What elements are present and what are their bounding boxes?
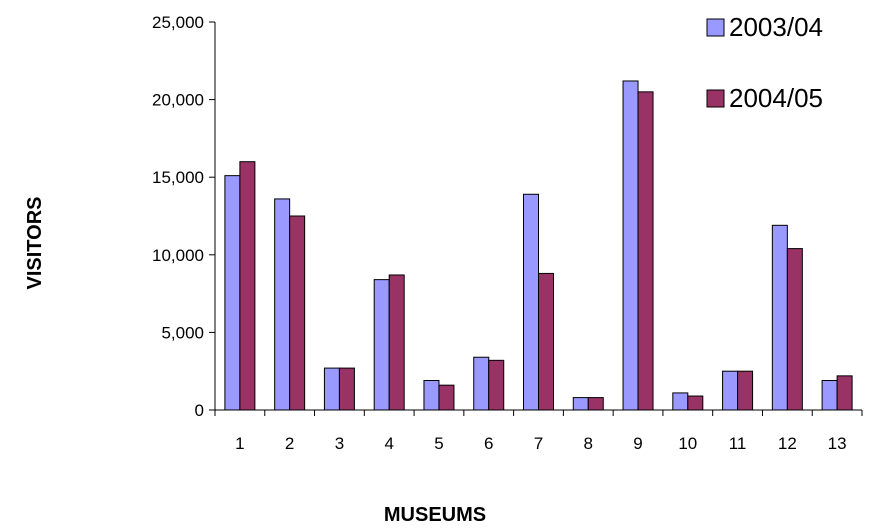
bar-s2-9 (637, 91, 654, 411)
x-tick-label: 6 (484, 434, 493, 453)
bar-s2-11 (737, 370, 754, 411)
legend: 2003/04 2004/05 (706, 12, 823, 113)
x-tick-label: 7 (534, 434, 543, 453)
x-tick-label: 2 (285, 434, 294, 453)
x-tick-label: 11 (729, 434, 747, 453)
bar-s2-12 (786, 248, 803, 411)
x-axis-title: MUSEUMS (384, 504, 486, 526)
bar-s1-5 (423, 380, 440, 411)
bar-s1-3 (323, 367, 340, 411)
bar-s2-5 (438, 384, 455, 411)
bar-s2-10 (687, 395, 704, 411)
bar-s1-10 (672, 392, 689, 411)
x-tick-label: 10 (678, 434, 697, 453)
x-tick-label: 9 (633, 434, 642, 453)
bar-s1-1 (224, 175, 241, 411)
x-tick-label: 8 (584, 434, 593, 453)
y-tick-label: 10,000 (152, 246, 204, 265)
bar-s1-4 (373, 279, 390, 411)
bar-s2-3 (338, 367, 355, 411)
y-tick-label: 5,000 (161, 323, 204, 342)
legend-swatch-2 (706, 89, 725, 108)
bar-s1-6 (473, 356, 490, 411)
bar-s1-13 (821, 380, 838, 411)
bar-s1-2 (274, 198, 291, 411)
x-tick-label: 3 (335, 434, 344, 453)
legend-label-2: 2004/05 (729, 83, 823, 113)
y-tick-label: 20,000 (152, 91, 204, 110)
y-tick-label: 25,000 (152, 13, 204, 32)
bar-s2-6 (488, 359, 505, 411)
x-tick-label: 1 (235, 434, 244, 453)
bar-s2-1 (239, 161, 256, 411)
x-tick-label: 13 (828, 434, 847, 453)
bar-s1-8 (572, 397, 589, 411)
bar-s2-2 (289, 215, 306, 411)
x-tick-label: 5 (434, 434, 443, 453)
x-tick-label: 12 (778, 434, 797, 453)
legend-swatch-1 (706, 18, 725, 37)
bars-group (224, 80, 853, 411)
bar-s2-8 (587, 397, 604, 411)
bar-s1-9 (622, 80, 639, 411)
bar-s1-11 (722, 370, 739, 411)
bar-s1-12 (771, 224, 788, 411)
x-tick-label: 4 (384, 434, 393, 453)
bar-s2-4 (388, 274, 405, 411)
legend-label-1: 2003/04 (729, 12, 823, 42)
y-tick-label: 0 (195, 401, 204, 420)
bar-s2-13 (836, 375, 853, 411)
y-tick-label: 15,000 (152, 168, 204, 187)
bar-s1-7 (523, 193, 539, 411)
y-axis-title: VISITORS (24, 197, 46, 290)
bar-s2-7 (538, 272, 554, 411)
